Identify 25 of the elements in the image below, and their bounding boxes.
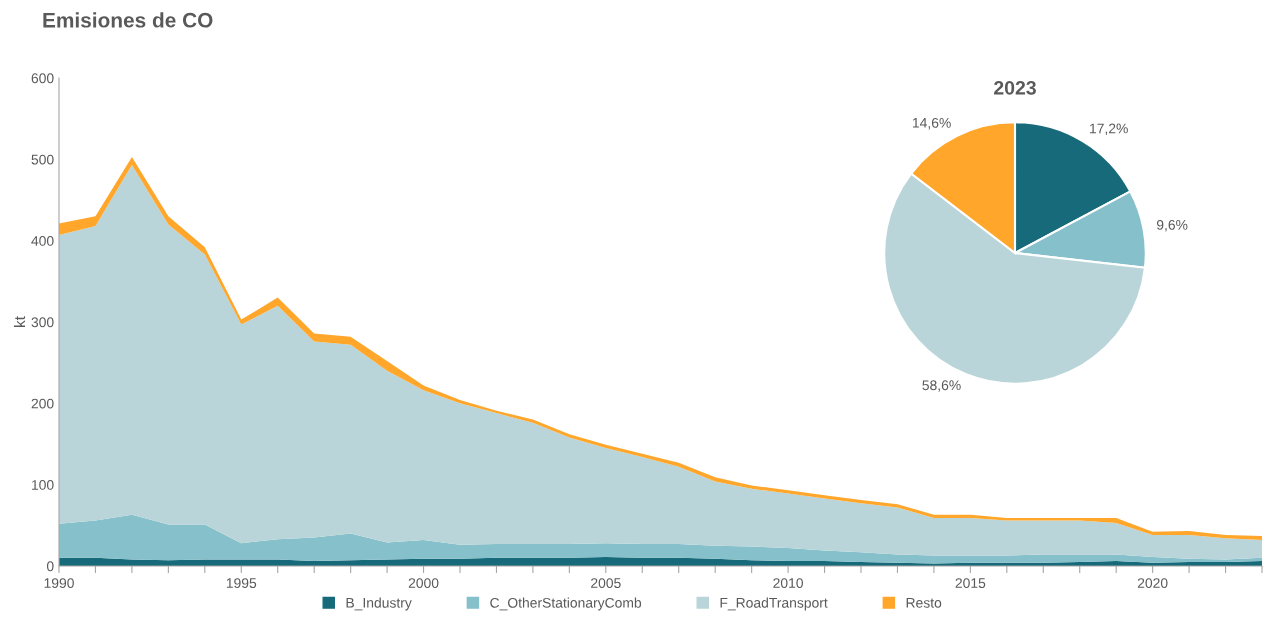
x-tick-label: 2020 xyxy=(1137,578,1168,589)
data-label: 17,2% xyxy=(1090,123,1128,136)
y-tick-label: 600 xyxy=(31,73,54,84)
y-tick-label: 200 xyxy=(31,398,54,409)
y-tick-label: 300 xyxy=(31,317,54,328)
legend-label: Resto xyxy=(906,598,942,608)
x-tick-label: 2015 xyxy=(955,578,986,589)
chart-title: Emisiones de CO xyxy=(43,12,213,28)
x-tick-label: 2005 xyxy=(591,578,621,589)
x-tick-label: 2000 xyxy=(408,578,439,589)
legend-label: B_Industry xyxy=(346,597,412,611)
y-axis-title: kt xyxy=(13,316,26,327)
data-label: 9,6% xyxy=(1156,219,1188,232)
data-label: 14,6% xyxy=(912,117,951,130)
y-tick-label: 100 xyxy=(32,480,54,490)
legend-label: C_OtherStationaryComb xyxy=(490,597,642,611)
chart-title: 2023 xyxy=(994,80,1036,95)
data-label: 58,6% xyxy=(922,380,961,392)
y-tick-label: 400 xyxy=(31,236,54,246)
y-tick-label: 0 xyxy=(46,561,54,572)
legend-label: F_RoadTransport xyxy=(720,597,828,611)
x-tick-label: 1990 xyxy=(44,578,74,589)
x-tick-label: 1995 xyxy=(226,578,257,589)
y-tick-label: 500 xyxy=(31,154,54,165)
x-tick-label: 2010 xyxy=(773,578,803,589)
